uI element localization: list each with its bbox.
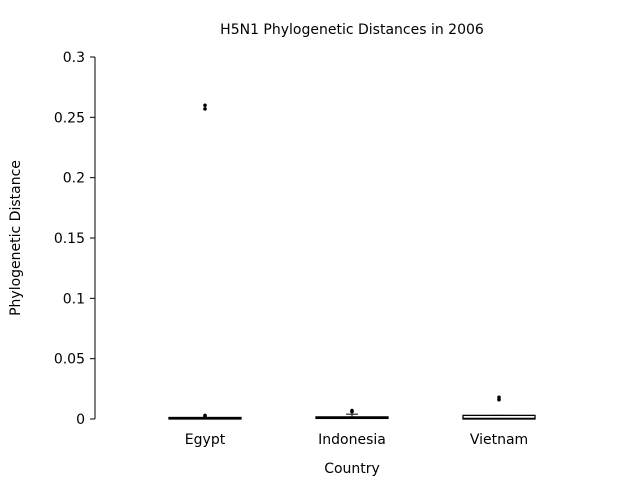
y-tick-label: 0.1: [63, 291, 85, 307]
outlier-point: [350, 408, 354, 413]
y-tick-label: 0.15: [54, 231, 85, 247]
outlier-point: [203, 107, 207, 111]
boxplot-egypt: [168, 103, 242, 420]
x-tick-label: Vietnam: [470, 432, 528, 448]
chart-title: H5N1 Phylogenetic Distances in 2006: [220, 22, 484, 38]
y-axis-ticks: 0 0.05 0.1 0.15 0.2 0.25 0.3: [54, 50, 95, 428]
y-tick-label: 0.3: [63, 50, 85, 66]
y-tick-label: 0.2: [63, 171, 85, 187]
boxplot-indonesia: [315, 408, 389, 420]
x-tick-label: Egypt: [185, 432, 226, 448]
boxplot-vietnam: [462, 395, 536, 420]
x-tick-label: Indonesia: [318, 432, 386, 448]
x-axis-label: Country: [324, 461, 380, 477]
y-tick-label: 0.25: [54, 110, 85, 126]
x-axis-ticks: Egypt Indonesia Vietnam: [185, 432, 528, 448]
outlier-point: [497, 395, 501, 400]
outlier-point: [203, 103, 207, 108]
y-axis-label: Phylogenetic Distance: [8, 160, 24, 316]
y-tick-label: 0.05: [54, 352, 85, 368]
y-tick-label: 0: [76, 412, 85, 428]
boxplots: [168, 103, 536, 420]
outlier-point: [203, 413, 207, 418]
